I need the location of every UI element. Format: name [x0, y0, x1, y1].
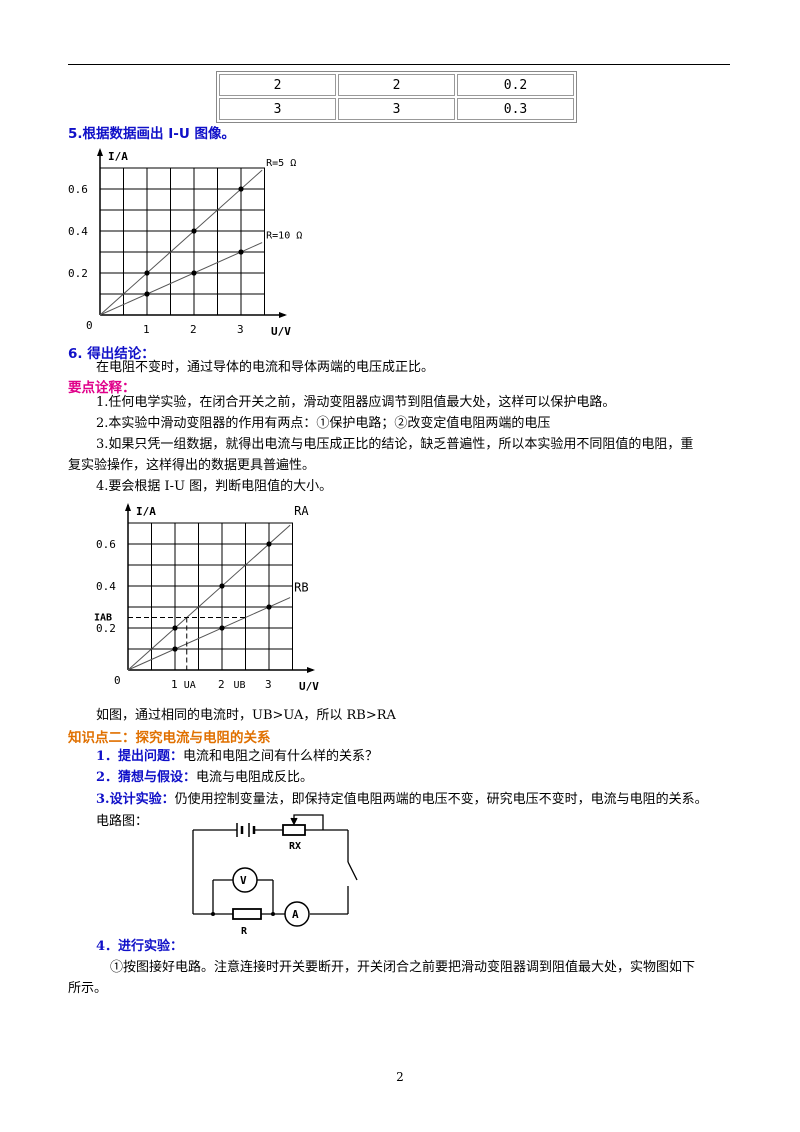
data-point	[219, 583, 225, 589]
x-axis-label: U/V	[299, 680, 319, 693]
data-point	[172, 625, 178, 631]
chart-grid	[127, 522, 293, 671]
item-label: 1．提出问题：	[96, 749, 184, 764]
chart-labels: R=5 Ω R=10 Ω 1 2 3 0.2 0.4 0.6 0 I/A U/V	[68, 150, 302, 338]
y-tick-label: 0.4	[96, 580, 116, 593]
y-tick-label: 0.4	[68, 225, 88, 238]
series-line	[99, 242, 263, 316]
chart-series	[127, 524, 291, 671]
data-table: 2 2 0.2 3 3 0.3	[216, 71, 577, 123]
item-label: 2．猜想与假设：	[96, 770, 197, 785]
item-label: 4．进行实验：	[96, 939, 184, 954]
r-label: R	[241, 926, 248, 935]
table-row: 2 2 0.2	[219, 74, 574, 96]
item4-text-line2: 所示。	[68, 981, 108, 996]
chart-axes	[125, 503, 315, 673]
table-cell: 0.2	[457, 74, 574, 96]
section6-title: 6. 得出结论：	[68, 346, 155, 362]
x-tick-label: 2	[218, 678, 225, 691]
section6-text: 在电阻不变时，通过导体的电流和导体两端的电压成正比。	[96, 360, 435, 375]
x-tick-label: 1	[143, 323, 150, 336]
chart-labels: RA RB 1 2 3 0.2 0.4 0.6 0 I/A U/V IAB UA UB	[94, 504, 319, 693]
data-point	[266, 604, 272, 610]
item-text: 仍使用控制变量法，即保持定值电阻两端的电压不变，研究电压不变时，电流与电阻的关系…	[174, 792, 708, 807]
ua-label: UA	[184, 680, 196, 691]
y-tick-label: 0.6	[68, 183, 88, 196]
data-point	[191, 228, 197, 234]
data-point	[172, 646, 178, 652]
series-line	[99, 169, 263, 316]
x-axis-arrow	[307, 667, 315, 673]
series-line	[127, 597, 291, 671]
rx-label: RX	[289, 841, 301, 852]
y-axis-label: I/A	[108, 150, 128, 163]
table-row: 3 3 0.3	[219, 98, 574, 120]
x-tick-label: 2	[190, 323, 197, 336]
y-tick-label: 0.2	[68, 267, 88, 280]
item-text: 电流和电阻之间有什么样的关系？	[183, 749, 379, 764]
table-cell: 3	[338, 98, 455, 120]
y-tick-label: 0.6	[96, 538, 116, 551]
chart-grid	[99, 167, 265, 316]
y-axis-arrow	[97, 148, 103, 156]
data-point	[144, 270, 150, 276]
item4-text-line1: ①按图接好电路。注意连接时开关要断开，开关闭合之前要把滑动变阻器调到阻值最大处，…	[110, 960, 696, 975]
x-tick-label: 3	[265, 678, 272, 691]
y-tick-label: 0.2	[96, 622, 116, 635]
series-label: R=5 Ω	[266, 158, 296, 169]
section5-title: 5.根据数据画出 I-U 图像。	[68, 126, 236, 142]
conclusion-text: 如图，通过相同的电流时，UB>UA，所以 RB>RA	[96, 708, 396, 723]
table-cell: 2	[338, 74, 455, 96]
knowledge2-title: 知识点二：探究电流与电阻的关系	[68, 730, 271, 746]
data-point	[191, 270, 197, 276]
knowledge2-item4: 4．进行实验：	[96, 937, 183, 957]
table-cell: 0.3	[457, 98, 574, 120]
data-point	[238, 249, 244, 255]
chart-series	[99, 169, 263, 316]
origin-label: 0	[86, 319, 93, 332]
data-point	[219, 625, 225, 631]
x-axis-label: U/V	[271, 325, 291, 338]
series-label: RB	[294, 581, 308, 595]
keypoint-item: 3.如果只凭一组数据，就得出电流与电压成正比的结论，缺乏普遍性，所以本实验用不同…	[96, 437, 694, 452]
y-axis-arrow	[125, 503, 131, 511]
origin-label: 0	[114, 674, 121, 687]
series-label: RA	[294, 504, 309, 518]
x-tick-label: 3	[237, 323, 244, 336]
header-rule	[68, 64, 730, 65]
data-point	[266, 541, 272, 547]
data-point	[238, 186, 244, 192]
ub-label: UB	[234, 680, 246, 691]
iab-label: IAB	[94, 613, 112, 624]
table-cell: 2	[219, 74, 336, 96]
ammeter-label: A	[292, 908, 299, 921]
iu-chart-1: R=5 Ω R=10 Ω 1 2 3 0.2 0.4 0.6 0 I/A U/V	[68, 148, 302, 338]
circuit-label: 电路图：	[96, 814, 149, 829]
item-label: 3.设计实验：	[96, 792, 175, 807]
chart-axes	[97, 148, 287, 318]
keypoint-item: 复实验操作，这样得出的数据更具普遍性。	[68, 458, 316, 473]
series-line	[127, 524, 291, 671]
keypoints-title: 要点诠释：	[68, 380, 136, 396]
knowledge2-item1: 1．提出问题：电流和电阻之间有什么样的关系？	[96, 747, 378, 767]
keypoint-item: 2.本实验中滑动变阻器的作用有两点：①保护电路；②改变定值电阻两端的电压	[96, 416, 551, 431]
x-tick-label: 1	[171, 678, 178, 691]
table-cell: 3	[219, 98, 336, 120]
page-number: 2	[396, 1070, 404, 1084]
series-label: R=10 Ω	[266, 231, 302, 242]
voltmeter-label: V	[240, 874, 247, 887]
knowledge2-item3: 3.设计实验：仍使用控制变量法，即保持定值电阻两端的电压不变，研究电压不变时，电…	[96, 790, 708, 810]
knowledge2-item2: 2．猜想与假设：电流与电阻成反比。	[96, 768, 313, 788]
data-point	[144, 291, 150, 297]
y-axis-label: I/A	[136, 505, 156, 518]
x-axis-arrow	[279, 312, 287, 318]
keypoint-item: 1.任何电学实验，在闭合开关之前，滑动变阻器应调节到阻值最大处，这样可以保护电路…	[96, 395, 616, 410]
item-text: 电流与电阻成反比。	[196, 770, 314, 785]
circuit-diagram: RX R V A	[192, 814, 358, 935]
iu-chart-2: RA RB 1 2 3 0.2 0.4 0.6 0 I/A U/V IAB UA UB	[94, 503, 319, 693]
keypoint-item: 4.要会根据 I-U 图，判断电阻值的大小。	[96, 479, 333, 494]
